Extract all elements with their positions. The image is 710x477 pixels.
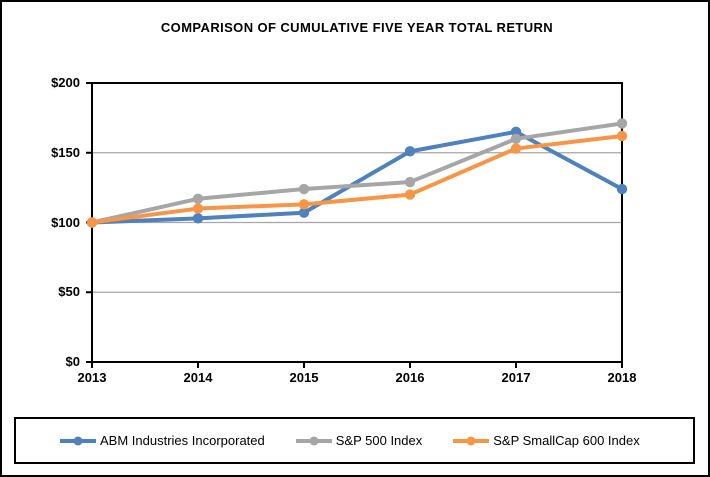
x-tick-label-2014: 2014 [183,370,213,385]
y-tick-label: $200 [51,75,80,90]
data-point-s-p-smallcap-600-index-2016 [404,189,416,200]
y-tick-label: $0 [65,354,80,369]
data-point-s-p-500-index-2015 [298,183,310,195]
legend-label: ABM Industries Incorporated [100,433,265,448]
legend-entry-s-p-smallcap-600-index: S&P SmallCap 600 Index [452,433,640,448]
data-point-s-p-500-index-2014 [192,193,204,204]
chart-title: COMPARISON OF CUMULATIVE FIVE YEAR TOTAL… [160,20,554,35]
x-tick-label-2013: 2013 [77,370,107,385]
legend-swatch-abm-industries-incorporated [60,436,96,445]
legend-entry-abm-industries-incorporated: ABM Industries Incorporated [59,433,265,448]
legend: ABM Industries Incorporated S&P 500 Index… [14,417,695,464]
legend-entry-s-p-500-index: S&P 500 Index [295,433,423,448]
data-point-s-p-smallcap-600-index-2015 [298,199,310,210]
x-tick-label-2018: 2018 [607,370,637,385]
legend-swatch-s-p-smallcap-600-index [453,436,490,445]
x-tick-label-2017: 2017 [501,370,531,385]
data-point-s-p-500-index-2017 [510,133,522,144]
x-tick-label-2016: 2016 [395,370,425,385]
data-point-abm-industries-incorporated-2018 [616,183,628,195]
series-line-s-p-500-index [90,121,624,225]
data-point-s-p-smallcap-600-index-2013 [86,217,98,228]
data-point-s-p-smallcap-600-index-2014 [192,203,204,214]
legend-label: S&P SmallCap 600 Index [493,433,640,448]
data-point-s-p-500-index-2018 [616,118,628,129]
series-line-s-p-smallcap-600-index [90,134,624,225]
y-tick-label: $150 [51,144,80,160]
data-point-abm-industries-incorporated-2016 [404,146,416,157]
x-tick-label-2015: 2015 [289,370,319,385]
y-tick-label: $100 [51,214,80,230]
data-point-s-p-500-index-2016 [404,176,416,188]
series-line-abm-industries-incorporated [90,129,624,225]
legend-swatch-s-p-500-index [295,436,332,445]
data-point-abm-industries-incorporated-2015 [298,207,310,218]
legend-label: S&P 500 Index [335,433,423,448]
y-tick-label: $50 [58,284,80,300]
data-point-s-p-smallcap-600-index-2018 [616,130,628,142]
data-point-abm-industries-incorporated-2014 [192,213,204,224]
data-point-s-p-smallcap-600-index-2017 [510,143,522,154]
